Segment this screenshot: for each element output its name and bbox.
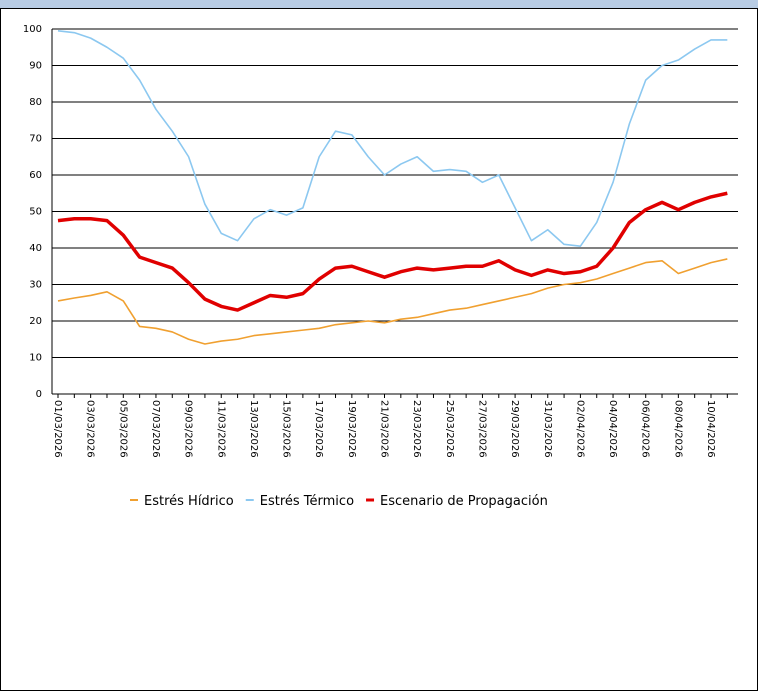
x-tick-label: 19/03/2026 xyxy=(346,400,357,458)
y-tick-label: 20 xyxy=(29,316,42,327)
x-tick-label: 25/03/2026 xyxy=(444,400,455,458)
frame xyxy=(0,8,758,691)
x-tick-label: 21/03/2026 xyxy=(379,400,390,458)
x-tick-label: 07/03/2026 xyxy=(150,400,161,458)
x-tick-label: 06/04/2026 xyxy=(640,400,651,458)
y-tick-label: 30 xyxy=(29,280,42,291)
legend-label: Escenario de Propagación xyxy=(380,494,548,509)
y-tick-label: 70 xyxy=(29,134,42,145)
x-tick-label: 23/03/2026 xyxy=(411,400,422,458)
x-tick-label: 11/03/2026 xyxy=(215,400,226,458)
x-tick-label: 13/03/2026 xyxy=(248,400,259,458)
x-tick-label: 09/03/2026 xyxy=(183,400,194,458)
x-tick-label: 10/04/2026 xyxy=(705,400,716,458)
y-tick-label: 40 xyxy=(29,243,42,254)
y-tick-label: 90 xyxy=(29,61,42,72)
y-tick-label: 80 xyxy=(29,97,42,108)
y-tick-label: 60 xyxy=(29,170,42,181)
x-tick-label: 29/03/2026 xyxy=(509,400,520,458)
x-tick-label: 03/03/2026 xyxy=(85,400,96,458)
x-tick-label: 15/03/2026 xyxy=(281,400,292,458)
y-tick-label: 100 xyxy=(23,24,42,35)
y-tick-label: 50 xyxy=(29,207,42,218)
series-line xyxy=(57,191,728,312)
series-line xyxy=(57,258,728,345)
x-tick-label: 02/04/2026 xyxy=(574,400,585,458)
y-tick-label: 0 xyxy=(36,389,42,400)
x-tick-label: 05/03/2026 xyxy=(117,400,128,458)
legend-label: Estrés Térmico xyxy=(260,494,354,509)
x-tick-label: 31/03/2026 xyxy=(542,400,553,458)
x-tick-label: 04/04/2026 xyxy=(607,400,618,458)
x-tick-label: 01/03/2026 xyxy=(52,400,63,458)
y-tick-label: 10 xyxy=(29,353,42,364)
x-tick-label: 17/03/2026 xyxy=(313,400,324,458)
series-line xyxy=(57,30,728,247)
x-tick-label: 08/04/2026 xyxy=(672,400,683,458)
x-tick-label: 27/03/2026 xyxy=(476,400,487,458)
header-strip xyxy=(0,0,758,8)
legend-label: Estrés Hídrico xyxy=(144,494,234,509)
